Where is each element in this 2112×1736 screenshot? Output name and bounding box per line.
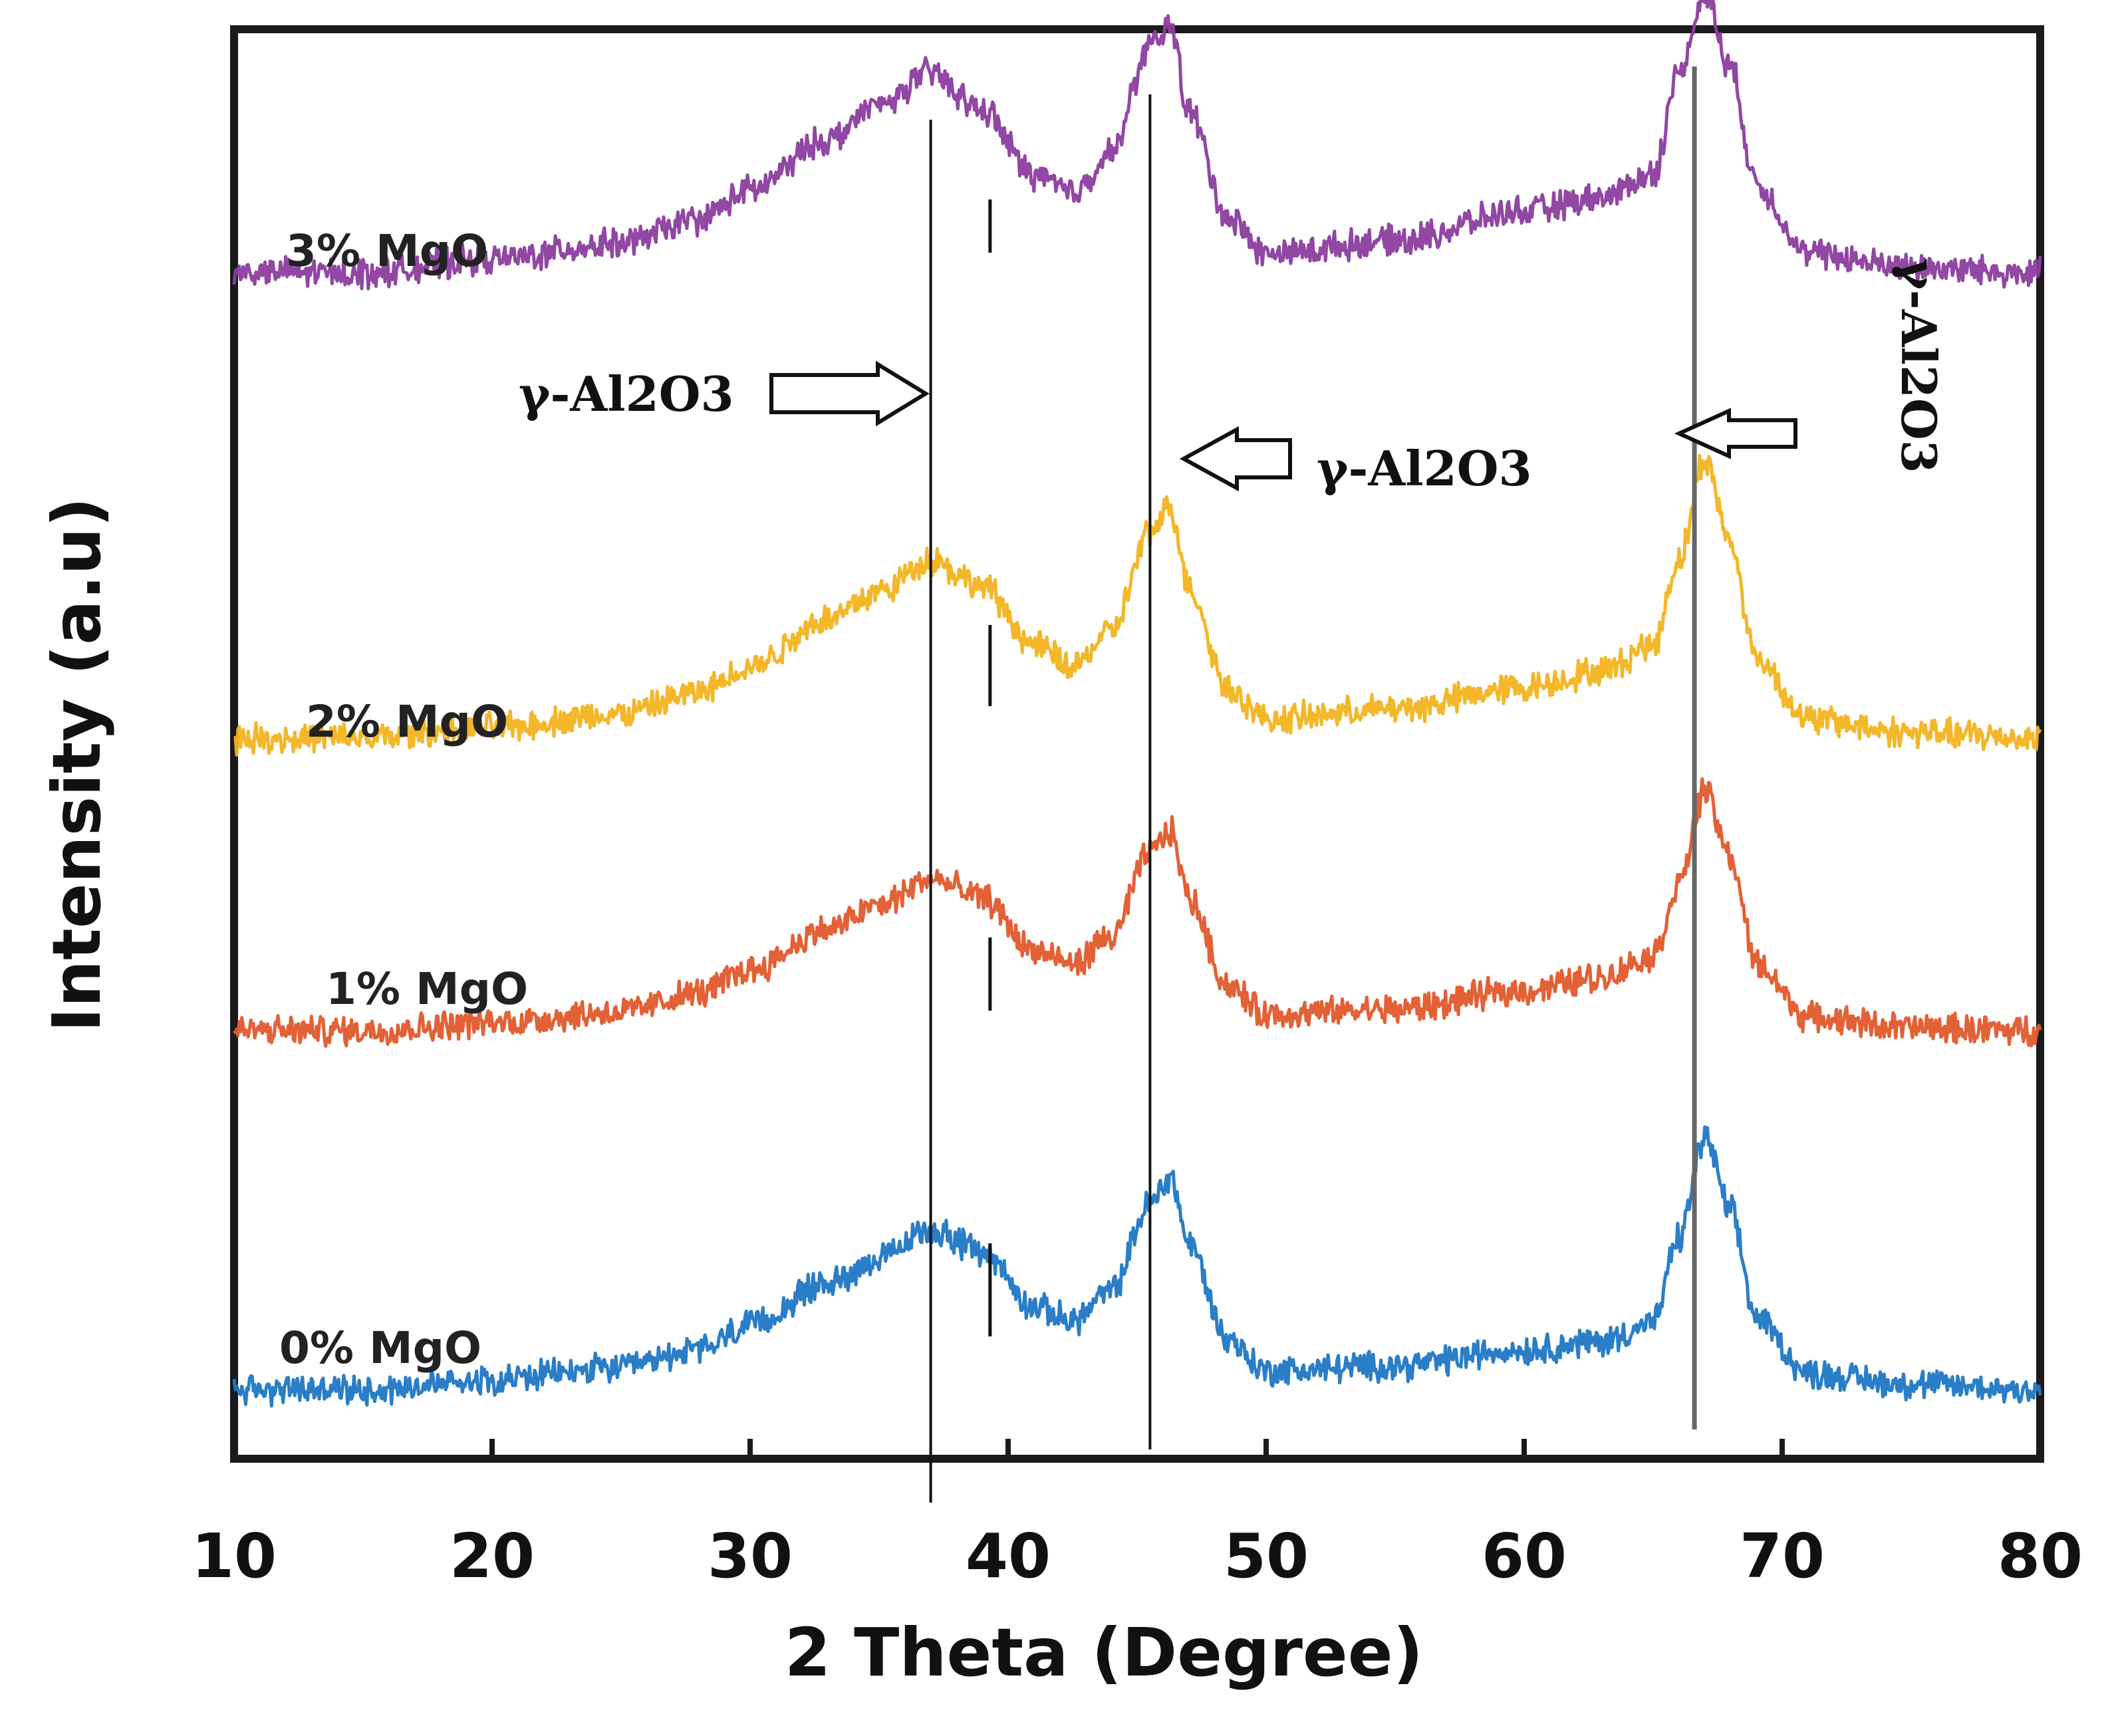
x-tick-label-60: 60	[1482, 1521, 1567, 1592]
series-labels: 0% MgO 1% MgO 2% MgO 3% MgO	[279, 225, 528, 1374]
annotation-gamma-alumina-1: γ-Al2O3	[519, 364, 926, 423]
x-tick-label-20: 20	[450, 1521, 535, 1592]
x-axis-tick-labels: 10 20 30 40 50 60 70 80	[192, 1521, 2083, 1592]
y-axis-title: Intensity (a.u)	[38, 497, 116, 1033]
xrd-chart: 10 20 30 40 50 60 70 80 0% MgO 1% MgO 2% MgO 3% Mg…	[0, 0, 2112, 1736]
series-label-2pct-mgo: 2% MgO	[306, 696, 508, 747]
x-tick-label-30: 30	[708, 1521, 793, 1592]
annotation-label-2: γ-Al2O3	[1317, 440, 1532, 497]
annotation-gamma-alumina-3: γ-Al2O3	[1679, 258, 1947, 473]
x-axis-title: 2 Theta (Degree)	[785, 1614, 1424, 1691]
x-tick-label-10: 10	[192, 1521, 277, 1592]
x-tick-label-70: 70	[1740, 1521, 1825, 1592]
series-line-0pct-mgo	[234, 1127, 2040, 1406]
series-line-3pct-mgo	[234, 0, 2040, 289]
annotation-label-1: γ-Al2O3	[519, 366, 734, 422]
x-tick-label-40: 40	[966, 1521, 1051, 1592]
annotation-label-3: γ-Al2O3	[1891, 258, 1947, 473]
series-label-0pct-mgo: 0% MgO	[279, 1322, 481, 1374]
annotation-arrow-left-2	[1184, 430, 1290, 488]
annotation-arrow-right-1	[771, 364, 926, 423]
x-tick-label-50: 50	[1224, 1521, 1309, 1592]
annotation-gamma-alumina-2: γ-Al2O3	[1184, 430, 1532, 497]
series-label-3pct-mgo: 3% MgO	[286, 225, 488, 277]
series-label-1pct-mgo: 1% MgO	[326, 963, 528, 1015]
x-tick-label-80: 80	[1998, 1521, 2083, 1592]
reference-lines	[931, 66, 1694, 1503]
